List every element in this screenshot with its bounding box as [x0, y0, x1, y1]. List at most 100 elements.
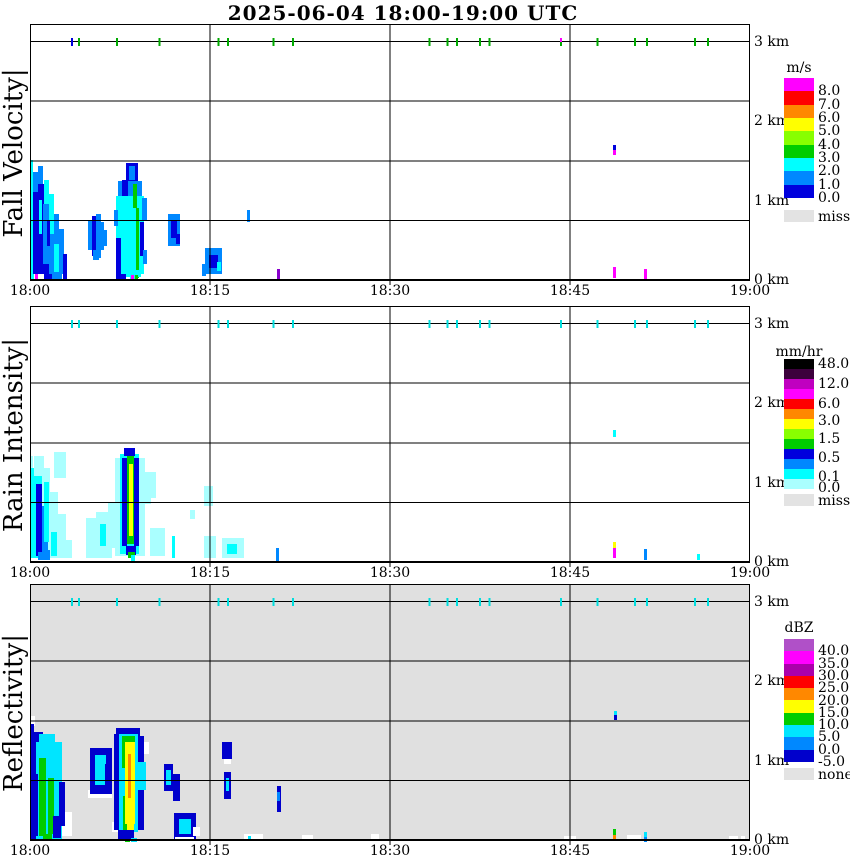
echo-cell — [92, 216, 97, 256]
threekm-echo-tick — [560, 598, 562, 606]
panel-canvas-rain-intensity — [30, 306, 750, 567]
echo-cell — [30, 764, 36, 841]
threekm-echo-tick — [227, 320, 229, 328]
panel-bottom-axis — [30, 839, 750, 841]
echo-cell — [137, 762, 146, 790]
colorbar-value-label: 4.0 — [818, 137, 841, 153]
colorbar-segment — [784, 725, 814, 738]
time-axis-tick — [209, 281, 211, 285]
time-gridline — [569, 584, 571, 841]
threekm-echo-tick — [158, 320, 161, 328]
colorbar-segment — [784, 700, 814, 713]
colorbar-segment — [784, 639, 814, 652]
echo-cell — [226, 778, 229, 791]
time-axis-tick — [569, 563, 571, 567]
colorbar-segment — [784, 369, 814, 379]
panel-canvas-fall-velocity — [30, 24, 750, 285]
colorbar-value-label: 30.0 — [818, 668, 850, 684]
colorbar-segment — [784, 439, 814, 449]
echo-cell — [33, 172, 38, 192]
colorbar-title-reflectivity: dBZ — [784, 620, 814, 636]
threekm-echo-tick — [272, 320, 275, 328]
colorbar-segment — [784, 651, 814, 664]
echo-cell — [244, 834, 263, 840]
echo-cell — [64, 540, 72, 558]
y-axis-title-wrap-rain-intensity: Rain Intensity| — [0, 306, 29, 563]
time-gridline — [389, 24, 391, 281]
echo-cell — [48, 778, 54, 834]
echo-cell — [247, 210, 250, 222]
time-gridline — [209, 584, 211, 841]
threekm-echo-tick — [456, 598, 459, 606]
threekm-echo-tick — [272, 598, 275, 606]
threekm-echo-tick — [488, 38, 491, 46]
colorbar-segment — [784, 359, 814, 369]
colorbar-segment — [784, 144, 814, 158]
echo-cell — [741, 836, 745, 840]
echo-cell — [172, 536, 175, 558]
echo-cell — [224, 759, 231, 764]
echo-cell — [30, 176, 34, 281]
threekm-echo-tick — [116, 38, 118, 46]
echo-cell — [126, 546, 136, 555]
echo-cell — [39, 758, 46, 836]
time-axis-tick — [389, 563, 391, 567]
colorbar-value-label: -5.0 — [818, 754, 845, 770]
echo-cell — [644, 549, 647, 560]
km-label-1: 1 km — [754, 192, 790, 209]
time-tick-label: 18:15 — [189, 843, 231, 859]
colorbar-value-label: 6.0 — [818, 396, 841, 412]
echo-cell — [59, 782, 65, 826]
echo-cell — [125, 270, 141, 277]
echo-cell — [173, 774, 180, 801]
time-axis-tick — [209, 841, 211, 845]
echo-cell — [248, 836, 251, 841]
echo-cell — [190, 510, 195, 519]
time-tick-label: 18:45 — [549, 283, 591, 299]
threekm-echo-tick — [78, 38, 81, 46]
colorbar-value-label: 6.0 — [818, 110, 841, 126]
colorbar-segment — [784, 479, 814, 489]
echo-cell — [613, 548, 616, 558]
time-axis-tick — [389, 841, 391, 845]
echo-cell — [627, 835, 641, 841]
threekm-echo-tick — [227, 598, 229, 606]
y-axis-title-wrap-fall-velocity: Fall Velocity| — [0, 24, 29, 281]
colorbar-value-label: 8.0 — [818, 83, 841, 99]
echo-cell — [30, 468, 34, 558]
threekm-echo-tick — [645, 320, 648, 328]
colorbar-value-label: 0.5 — [818, 450, 841, 466]
time-gridline — [569, 24, 571, 281]
echo-cell — [30, 160, 33, 176]
echo-cell — [39, 734, 55, 760]
echo-cell — [143, 472, 151, 504]
threekm-echo-tick — [488, 320, 491, 328]
km-label-1: 1 km — [754, 752, 790, 769]
threekm-echo-tick — [158, 38, 161, 46]
echo-cell — [38, 166, 43, 184]
threekm-echo-tick — [596, 598, 599, 606]
threekm-echo-tick — [446, 598, 449, 606]
echo-cell — [697, 554, 700, 560]
time-gridline — [389, 584, 391, 841]
threekm-echo-tick — [596, 38, 599, 46]
echo-cell — [166, 770, 171, 785]
echo-cell — [276, 548, 279, 561]
threekm-echo-tick — [291, 38, 294, 46]
echo-cell — [644, 832, 647, 837]
threekm-echo-tick — [291, 598, 294, 606]
echo-cell — [86, 518, 98, 558]
threekm-echo-tick — [78, 598, 81, 606]
echo-cell — [51, 532, 57, 556]
colorbar-value-label: 15.0 — [818, 705, 850, 721]
echo-cell — [114, 734, 121, 830]
echo-cell — [140, 742, 149, 754]
km-label-2: 2 km — [754, 395, 790, 411]
colorbar-segment — [784, 389, 814, 399]
echo-cell — [44, 180, 49, 204]
echo-cell — [35, 274, 38, 280]
threekm-echo-tick — [78, 320, 81, 328]
echo-cell — [50, 492, 58, 558]
threekm-echo-tick — [272, 38, 275, 46]
